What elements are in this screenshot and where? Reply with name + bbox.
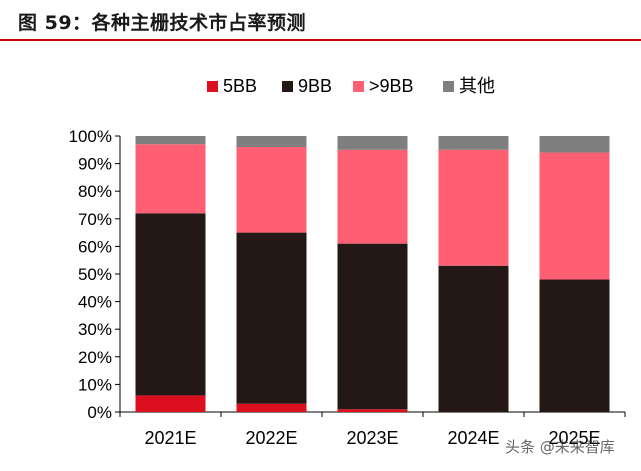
legend-swatch-5BB	[207, 81, 218, 92]
bar-segment-2025E->9BB	[539, 152, 610, 280]
legend-label->9BB: >9BB	[369, 76, 414, 96]
bar-segment-2023E-9BB	[337, 243, 408, 410]
bar-segment-2024E-其他	[438, 136, 509, 150]
legend-label-5BB: 5BB	[223, 76, 257, 96]
bar-segment-2022E-其他	[236, 136, 307, 148]
y-tick-label: 100%	[69, 127, 112, 146]
legend-label-9BB: 9BB	[298, 76, 332, 96]
watermark: 头条 @未来智库	[505, 438, 615, 456]
x-tick-label: 2024E	[447, 428, 499, 448]
y-tick-label: 10%	[78, 375, 112, 394]
legend-swatch-其他	[443, 81, 454, 92]
bar-segment-2025E-其他	[539, 136, 610, 153]
x-tick-label: 2023E	[346, 428, 398, 448]
bar-segment-2022E-9BB	[236, 232, 307, 404]
y-tick-label: 70%	[78, 210, 112, 229]
y-tick-label: 20%	[78, 348, 112, 367]
bar-segment-2022E->9BB	[236, 147, 307, 233]
legend-swatch->9BB	[353, 81, 364, 92]
y-tick-label: 90%	[78, 155, 112, 174]
bar-segment-2023E-其他	[337, 136, 408, 150]
bar-segment-2021E-5BB	[135, 395, 206, 412]
x-tick-label: 2025E	[548, 428, 600, 448]
bar-segment-2025E-9BB	[539, 279, 610, 412]
bar-segment-2024E->9BB	[438, 149, 509, 266]
y-tick-label: 60%	[78, 237, 112, 256]
x-tick-label: 2022E	[245, 428, 297, 448]
bar-segment-2021E-其他	[135, 136, 206, 145]
figure-title: 图 59：各种主栅技术市占率预测	[18, 12, 307, 34]
bar-segment-2022E-5BB	[236, 403, 307, 412]
legend-label-其他: 其他	[459, 76, 495, 96]
y-tick-label: 30%	[78, 320, 112, 339]
bar-segment-2024E-9BB	[438, 265, 509, 412]
bar-segment-2023E->9BB	[337, 149, 408, 244]
bar-segment-2021E->9BB	[135, 144, 206, 214]
y-tick-label: 50%	[78, 265, 112, 284]
y-tick-label: 80%	[78, 182, 112, 201]
legend-swatch-9BB	[282, 81, 293, 92]
y-tick-label: 40%	[78, 293, 112, 312]
bar-segment-2021E-9BB	[135, 213, 206, 396]
y-tick-label: 0%	[87, 403, 112, 422]
bar-segment-2023E-5BB	[337, 409, 408, 412]
x-tick-label: 2021E	[144, 428, 196, 448]
title-bar: 图 59：各种主栅技术市占率预测	[0, 0, 641, 41]
